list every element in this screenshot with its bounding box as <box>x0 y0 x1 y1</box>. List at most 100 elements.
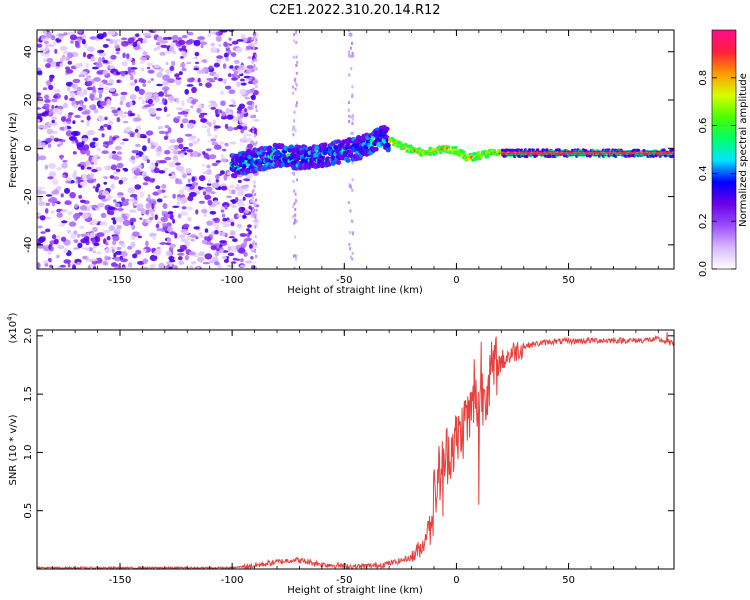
heatmap-noise-cell <box>228 89 236 94</box>
heatmap-noise-cell <box>170 60 176 67</box>
heatmap-noise-cell <box>77 242 83 249</box>
heatmap-noise-cell <box>176 197 181 202</box>
heatmap-noise-cell <box>240 128 244 134</box>
heatmap-noise-cell <box>108 225 116 232</box>
heatmap-noise-cell <box>254 85 259 88</box>
heatmap-noise-cell <box>112 219 117 225</box>
heatmap-noise-cell <box>153 250 161 256</box>
heatmap-noise-cell <box>182 146 189 150</box>
heatmap-noise-cell <box>45 194 53 197</box>
heatmap-streak-cell <box>254 242 257 246</box>
heatmap-noise-cell <box>137 260 145 265</box>
heatmap-noise-cell <box>246 193 254 198</box>
heatmap-streak-cell <box>293 119 296 123</box>
heatmap-noise-cell <box>41 35 46 39</box>
heatmap-noise-cell <box>37 244 45 249</box>
heatmap-noise-cell <box>45 228 51 233</box>
heatmap-noise-cell <box>248 205 252 210</box>
heatmap-noise-cell <box>44 41 49 44</box>
heatmap-noise-cell <box>132 41 138 48</box>
heatmap-noise-cell <box>187 137 196 141</box>
heatmap-streak-cell <box>251 210 254 214</box>
snr-panel: -150 -100 -50 0 50 0.5 1.0 1.5 2.0 Height of st… <box>6 312 675 596</box>
heatmap-noise-cell <box>226 114 234 120</box>
heatmap-noise-cell <box>37 262 41 269</box>
heatmap-noise-cell <box>130 241 136 248</box>
heatmap-streak-cell <box>255 208 258 212</box>
heatmap-noise-cell <box>112 171 119 175</box>
heatmap-noise-cell <box>37 107 42 110</box>
heatmap-noise-cell <box>39 48 47 54</box>
heatmap-noise-cell <box>89 141 97 148</box>
heatmap-noise-cell <box>204 236 208 241</box>
heatmap-noise-cell <box>231 205 237 209</box>
heatmap-streak-cell <box>292 215 295 219</box>
heatmap-noise-cell <box>37 189 42 195</box>
heatmap-noise-cell <box>176 165 184 172</box>
heatmap-noise-cell <box>205 82 212 88</box>
heatmap-noise-cell <box>150 112 157 115</box>
heatmap-noise-cell <box>187 178 191 183</box>
heatmap-noise-cell <box>111 248 115 254</box>
heatmap-noise-cell <box>89 232 95 239</box>
heatmap-noise-cell <box>102 59 109 64</box>
heatmap-noise-cell <box>67 121 72 124</box>
heatmap-noise-cell <box>86 149 91 156</box>
heatmap-noise-cell <box>38 197 42 202</box>
snr-series-line <box>37 332 674 569</box>
heatmap-noise-cell <box>103 181 107 185</box>
heatmap-noise-cell <box>221 111 226 117</box>
heatmap-noise-cell <box>249 200 257 203</box>
heatmap-noise-cell <box>212 200 220 206</box>
colorbar-tick-label: 0.2 <box>698 213 709 229</box>
heatmap-streak-cell <box>294 235 296 239</box>
heatmap-noise-cell <box>98 81 104 89</box>
heatmap-noise-cell <box>46 128 54 135</box>
heatmap-streak-cell <box>347 108 350 112</box>
heatmap-noise-cell <box>45 63 51 69</box>
heatmap-noise-cell <box>185 39 193 45</box>
heatmap-noise-cell <box>108 79 115 83</box>
heatmap-noise-cell <box>109 88 116 92</box>
heatmap-noise-cell <box>147 69 155 74</box>
heatmap-cells <box>37 30 674 269</box>
heatmap-noise-cell <box>78 30 83 34</box>
figure-title: C2E1.2022.310.20.14.R12 <box>269 3 440 18</box>
heatmap-noise-cell <box>145 209 150 216</box>
heatmap-noise-cell <box>181 67 187 72</box>
heatmap-noise-cell <box>213 62 220 68</box>
heatmap-streak-cell <box>255 67 258 71</box>
heatmap-streak-cell <box>295 219 298 223</box>
heatmap-noise-cell <box>50 210 55 214</box>
heatmap-noise-cell <box>185 183 192 187</box>
heatmap-streak-cell <box>351 85 354 89</box>
heatmap-streak-cell <box>348 230 351 234</box>
heatmap-signal-cell <box>315 163 321 169</box>
heatmap-noise-cell <box>155 107 163 111</box>
heatmap-streak-cell <box>252 103 255 107</box>
heatmap-noise-cell <box>131 224 136 231</box>
heatmap-noise-cell <box>145 202 152 209</box>
heatmap-noise-cell <box>69 97 75 102</box>
heatmap-noise-cell <box>121 251 128 257</box>
heatmap-noise-cell <box>168 255 175 261</box>
heatmap-noise-cell <box>162 203 168 209</box>
heatmap-noise-cell <box>198 200 205 204</box>
heatmap-streak-cell <box>252 213 255 217</box>
heatmap-noise-cell <box>180 123 184 129</box>
heatmap-noise-cell <box>240 123 247 127</box>
heatmap-noise-cell <box>190 238 195 242</box>
heatmap-noise-cell <box>103 176 109 180</box>
heatmap-noise-cell <box>102 70 108 75</box>
heatmap-noise-cell <box>181 149 187 152</box>
heatmap-noise-cell <box>54 48 58 54</box>
heatmap-signal-cell <box>479 155 483 159</box>
heatmap-noise-cell <box>201 239 208 244</box>
heatmap-noise-cell <box>129 82 136 86</box>
heatmap-noise-cell <box>105 241 109 246</box>
heatmap-noise-cell <box>81 111 90 115</box>
heatmap-streak-cell <box>252 195 255 199</box>
heatmap-noise-cell <box>89 173 95 178</box>
heatmap-noise-cell <box>193 226 200 230</box>
heatmap-streak-cell <box>296 83 298 87</box>
